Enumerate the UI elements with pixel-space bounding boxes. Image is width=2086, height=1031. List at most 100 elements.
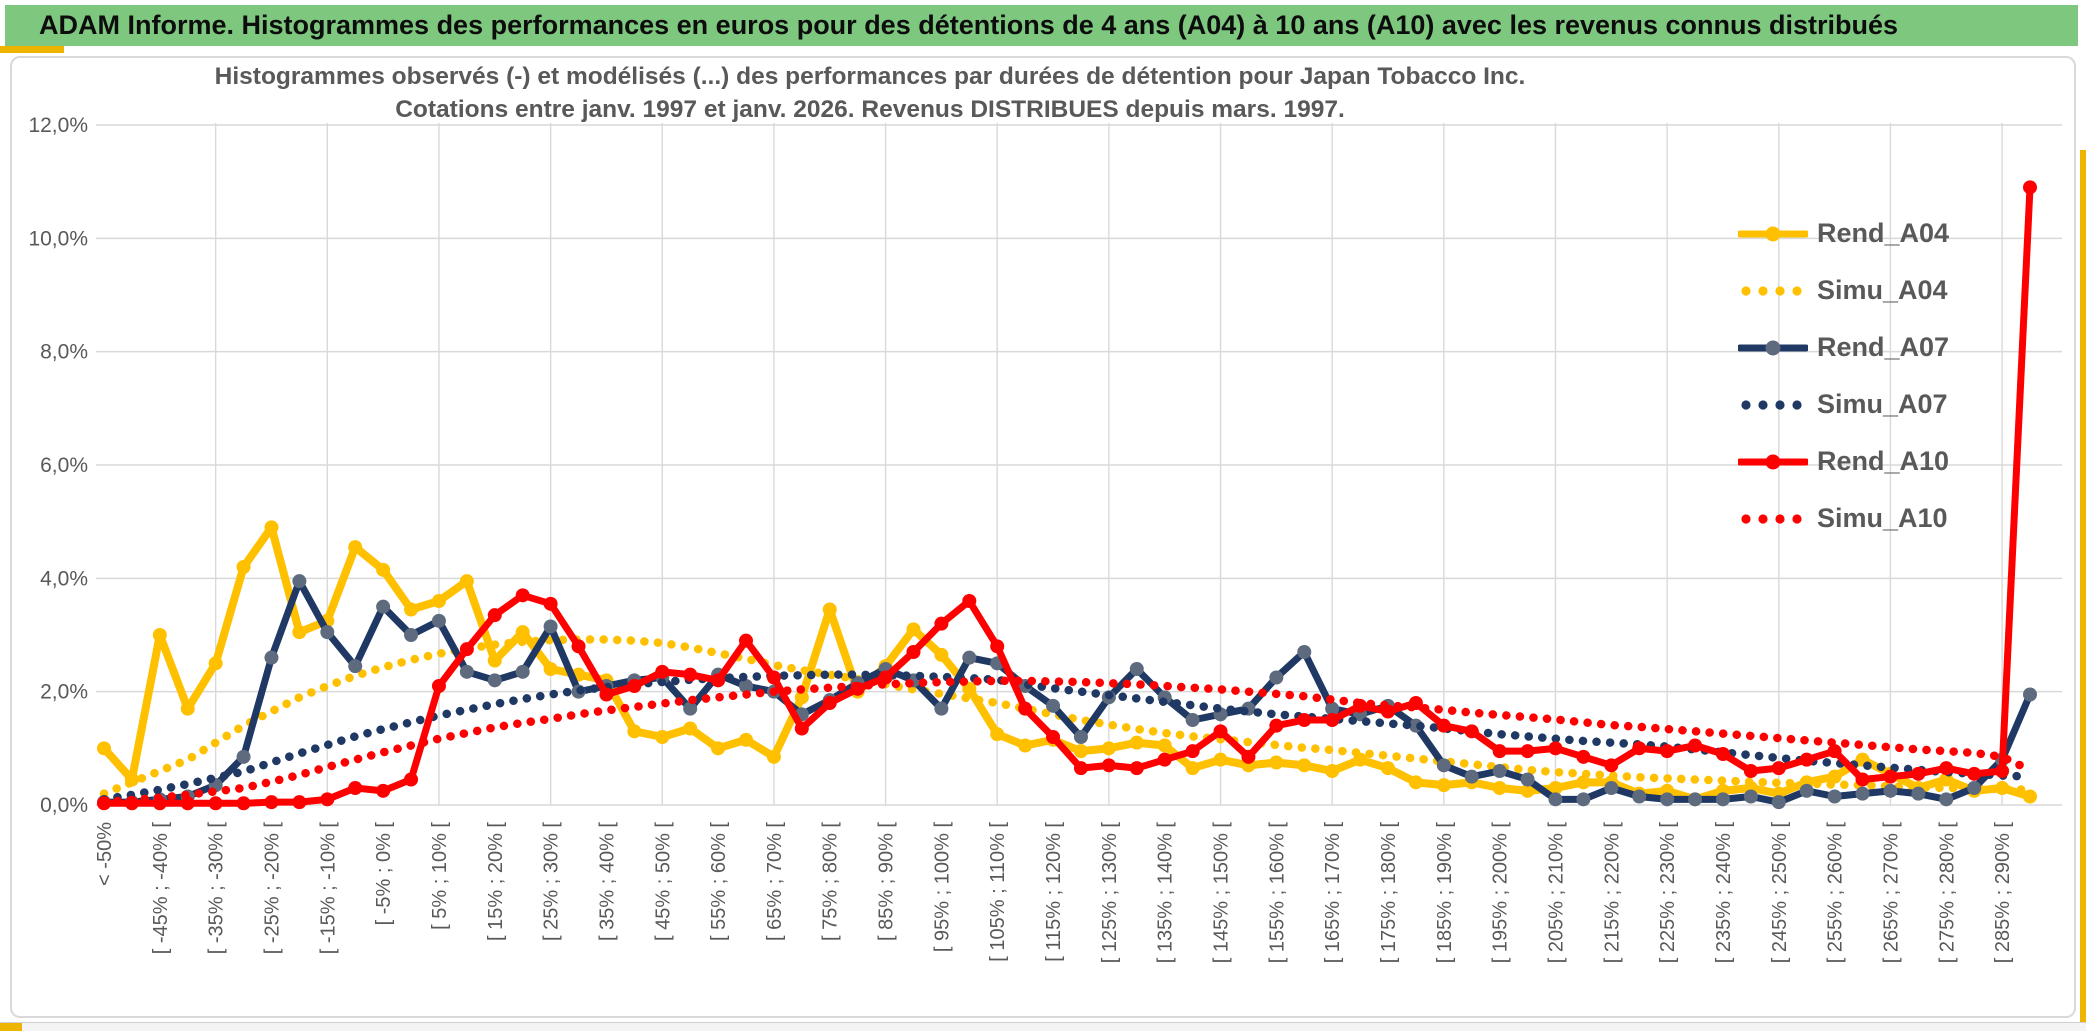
marker-Rend_A04 [1325,764,1340,778]
marker-Rend_A10 [1520,744,1535,759]
marker-Rend_A04 [739,732,753,747]
marker-Rend_A07 [1715,792,1730,807]
marker-Rend_A04 [1492,781,1507,795]
marker-Rend_A07 [1046,698,1061,713]
marker-Rend_A04 [655,730,670,744]
marker-Rend_A04 [822,602,837,617]
x-axis-label: [ 225% ; 230% [ [1657,822,1679,964]
marker-Rend_A10 [292,795,307,810]
marker-Rend_A07 [1660,792,1675,807]
marker-Rend_A10 [1241,749,1256,764]
x-axis-label: [ 145% ; 150% [ [1211,822,1233,964]
legend-item-rend_a07[interactable]: Rend_A07 [1738,319,1949,376]
marker-Rend_A07 [543,619,558,634]
marker-Rend_A10 [1743,764,1758,778]
marker-Rend_A04 [1381,761,1395,776]
marker-Rend_A04 [264,520,279,535]
x-axis-label: [ 265% ; 270% [ [1880,822,1902,964]
marker-Rend_A07 [1771,795,1786,810]
marker-Rend_A04 [1269,755,1284,770]
chart-frame [10,56,2076,1018]
series-Rend_A10 [100,183,2034,807]
x-axis-label: [ 175% ; 180% [ [1378,822,1400,964]
legend-item-rend_a10[interactable]: Rend_A10 [1738,433,1949,490]
y-axis-label: 2,0% [40,681,88,704]
marker-Rend_A04 [683,721,698,736]
y-axis-label: 0,0% [40,794,88,817]
marker-Rend_A10 [571,639,586,654]
marker-Rend_A04 [348,540,363,555]
marker-Rend_A10 [683,667,698,682]
x-axis-label: [ 65% ; 70% [ [764,822,786,941]
marker-Rend_A10 [320,792,335,807]
marker-Rend_A10 [1911,766,1926,781]
marker-Rend_A07 [264,650,279,665]
marker-Rend_A10 [1576,749,1591,764]
marker-Rend_A10 [1325,713,1340,727]
marker-Rend_A10 [1129,761,1144,776]
marker-Rend_A10 [1101,758,1116,773]
marker-Rend_A10 [1688,738,1703,753]
marker-Rend_A04 [1213,752,1228,767]
marker-Rend_A07 [1548,792,1563,807]
marker-Rend_A10 [1771,761,1786,776]
x-axis-label: [ 55% ; 60% [ [708,822,730,941]
marker-Rend_A04 [1157,738,1172,753]
marker-Rend_A10 [906,645,921,659]
marker-Rend_A10 [1213,724,1228,739]
legend-label: Simu_A10 [1817,503,1948,533]
x-axis-label: [ 35% ; 40% [ [596,822,618,941]
dotted-line-swatch-icon [1741,399,1802,410]
marker-Rend_A10 [990,639,1005,654]
marker-Rend_A04 [711,741,726,756]
marker-Rend_A10 [1297,713,1312,727]
legend-item-simu_a10[interactable]: Simu_A10 [1738,490,1949,547]
y-axis-label: 12,0% [28,114,88,137]
x-axis-label: [ 205% ; 210% [ [1545,822,1567,964]
marker-Rend_A10 [404,772,419,787]
y-axis-label: 4,0% [40,567,88,590]
marker-Rend_A07 [1492,764,1507,778]
marker-Rend_A10 [515,588,530,603]
marker-Rend_A07 [1520,772,1535,787]
series-Simu_A04 [99,635,2035,798]
marker-Rend_A10 [487,608,502,623]
bottom-gold-accent [0,1023,22,1031]
marker-Rend_A07 [1576,792,1591,807]
marker-Rend_A10 [1548,741,1563,756]
marker-Rend_A10 [1660,744,1675,759]
marker-Rend_A07 [459,664,474,679]
marker-Rend_A10 [1269,718,1284,733]
x-axis-label: [ 275% ; 280% [ [1936,822,1958,964]
x-axis-label: [ 235% ; 240% [ [1713,822,1735,964]
chart-title: Histogrammes observés (-) et modélisés (… [210,60,1530,126]
marker-Rend_A10 [180,796,195,811]
x-axis-label: [ -5% ; 0% [ [373,822,395,926]
x-axis-label: [ 85% ; 90% [ [876,822,898,941]
x-axis-label: [ -25% ; -20% [ [261,822,283,955]
marker-Rend_A07 [487,673,502,688]
x-axis-label: [ 15% ; 20% [ [485,822,507,941]
marker-Rend_A07 [1743,789,1758,804]
legend-item-simu_a04[interactable]: Simu_A04 [1738,262,1949,319]
marker-Rend_A10 [655,664,670,679]
marker-Rend_A07 [376,599,391,614]
dotted-line-swatch-icon [1741,513,1802,524]
marker-Rend_A10 [1883,769,1898,784]
legend-item-simu_a07[interactable]: Simu_A07 [1738,376,1949,433]
chart-title-line2: Cotations entre janv. 1997 et janv. 2026… [395,96,1345,123]
marker-Rend_A10 [1855,772,1870,787]
x-axis-label: [ 75% ; 80% [ [820,822,842,941]
legend-label: Simu_A07 [1817,389,1948,419]
marker-Rend_A04 [180,701,195,716]
marker-Rend_A10 [1632,741,1647,756]
marker-Rend_A07 [1269,670,1284,685]
marker-Rend_A07 [1129,662,1144,676]
marker-Rend_A07 [962,650,977,665]
legend-label: Simu_A04 [1817,275,1948,305]
legend-item-rend_a04[interactable]: Rend_A04 [1738,205,1949,262]
marker-Rend_A10 [627,679,642,693]
marker-Rend_A10 [1492,744,1507,759]
marker-Rend_A10 [739,633,753,648]
